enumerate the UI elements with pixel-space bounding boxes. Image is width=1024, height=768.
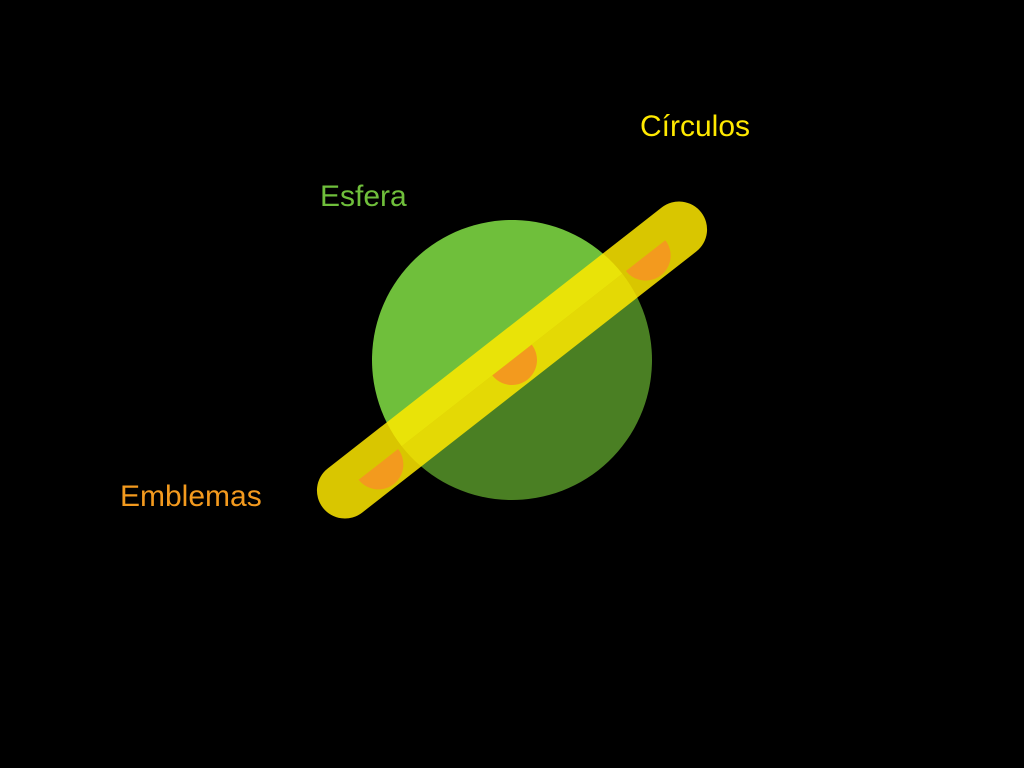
label-esfera: Esfera [320,180,407,214]
label-emblemas: Emblemas [120,480,262,514]
label-circulos: Círculos [640,110,750,144]
diagram-canvas [0,0,1024,768]
